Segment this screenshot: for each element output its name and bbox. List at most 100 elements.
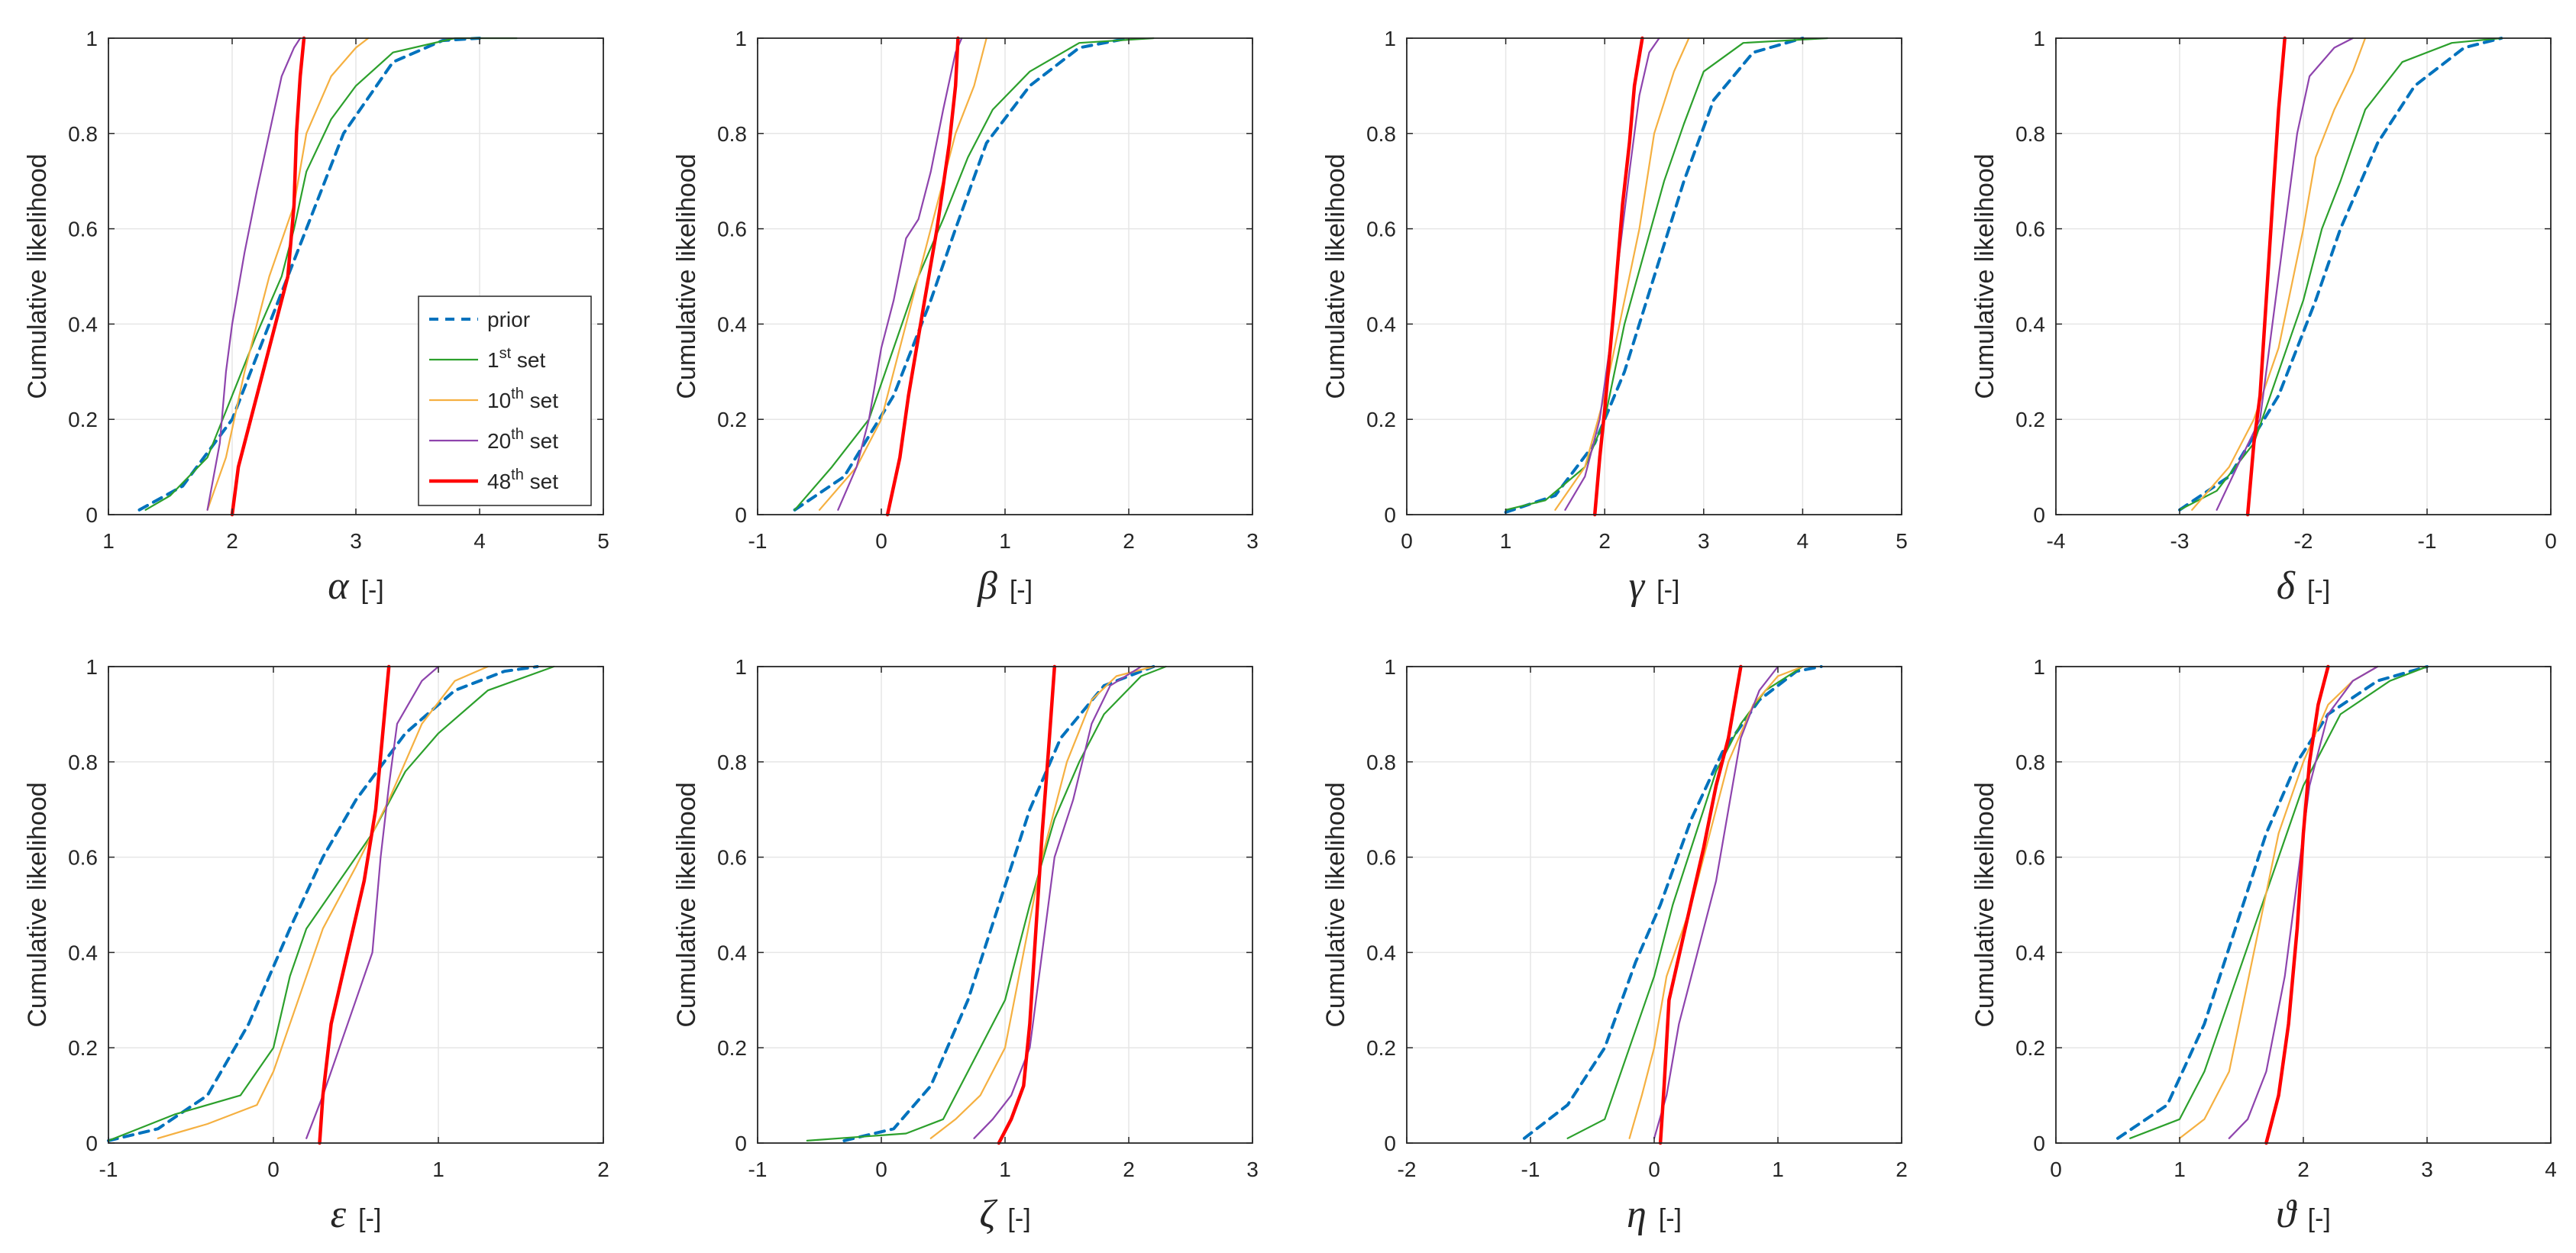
- x-tick-label: 0: [875, 529, 887, 553]
- x-tick-label: 4: [474, 529, 486, 553]
- y-tick-label: 0: [1384, 1132, 1396, 1155]
- y-tick-label: 0.8: [717, 751, 747, 774]
- x-axis-symbol: ε: [331, 1193, 347, 1236]
- series-s48-line: [885, 36, 960, 517]
- series-s20-line: [2216, 37, 2354, 511]
- series-s48-line: [2245, 36, 2287, 517]
- x-tick-label: -2: [2294, 529, 2313, 553]
- x-axis-unit: [-]: [2307, 576, 2330, 605]
- series-s48-line: [318, 664, 391, 1145]
- series-s10-line: [929, 665, 1155, 1139]
- x-axis-symbol: γ: [1629, 564, 1646, 608]
- x-tick-label: 2: [1896, 1158, 1908, 1181]
- y-tick-label: 0.2: [68, 408, 98, 431]
- x-tick-label: -1: [748, 529, 768, 553]
- y-tick-label: 0.2: [2015, 1036, 2045, 1060]
- y-tick-label: 0.4: [68, 312, 98, 336]
- x-axis-unit: [-]: [1010, 576, 1033, 605]
- y-tick-label: 0.4: [2015, 941, 2045, 964]
- series-s1-line: [2178, 37, 2503, 511]
- y-tick-label: 0.4: [1366, 941, 1396, 964]
- y-tick-label: 1: [1384, 655, 1396, 679]
- x-tick-label: 0: [2050, 1158, 2062, 1181]
- x-tick-label: 0: [267, 1158, 280, 1181]
- series-s10-line: [1628, 665, 1804, 1139]
- x-axis-symbol: δ: [2277, 564, 2296, 608]
- y-tick-label: 0.8: [717, 122, 747, 146]
- series-s48-line: [2264, 664, 2330, 1145]
- y-tick-label: 1: [735, 27, 747, 50]
- y-tick-label: 0.8: [1366, 751, 1396, 774]
- series-s10-line: [2178, 665, 2379, 1139]
- y-axis-label: Cumulative likelihood: [672, 153, 701, 399]
- x-axis-symbol: ζ: [979, 1193, 997, 1236]
- subplot-8: 0 1 2 3 4 0 0.2 0.4 0.6 0.8 1 Cumulative likelihood…: [1970, 655, 2557, 1236]
- x-tick-label: 2: [1123, 529, 1135, 553]
- y-tick-label: 0.2: [2015, 408, 2045, 431]
- series-s1-line: [806, 665, 1167, 1142]
- x-axis-label: η [-]: [1627, 1193, 1682, 1236]
- y-tick-label: 1: [2033, 655, 2045, 679]
- y-axis-label: Cumulative likelihood: [1970, 153, 1999, 399]
- y-tick-label: 0.6: [68, 218, 98, 241]
- series-prior-line: [107, 665, 539, 1142]
- legend-label-rest: set: [511, 348, 545, 372]
- x-tick-label: 2: [597, 1158, 609, 1181]
- y-tick-label: 0: [735, 503, 747, 527]
- x-axis-label: δ [-]: [2277, 564, 2330, 608]
- y-axis-label: Cumulative likelihood: [1321, 153, 1350, 399]
- legend-label-base: 1: [487, 348, 499, 372]
- x-tick-label: 1: [432, 1158, 444, 1181]
- x-axis-unit: [-]: [1656, 576, 1679, 605]
- x-tick-label: 4: [1797, 529, 1809, 553]
- y-tick-label: 0.6: [717, 218, 747, 241]
- x-axis-label: ϑ [-]: [2276, 1193, 2331, 1236]
- series-s20-line: [1564, 37, 1660, 511]
- series-prior-line: [793, 37, 1130, 512]
- series-s10-line: [1554, 37, 1690, 511]
- series-s20-line: [1653, 665, 1779, 1139]
- x-tick-label: 4: [2545, 1158, 2557, 1181]
- y-axis-label: Cumulative likelihood: [1321, 782, 1350, 1027]
- x-tick-label: -1: [1521, 1158, 1540, 1181]
- y-tick-label: 0.4: [2015, 312, 2045, 336]
- series-s48-line: [1592, 36, 1644, 517]
- x-tick-label: 1: [999, 529, 1011, 553]
- series-s20-line: [2228, 665, 2379, 1139]
- y-tick-label: 0.8: [1366, 122, 1396, 146]
- y-axis-label: Cumulative likelihood: [1970, 782, 1999, 1027]
- x-tick-label: -1: [2418, 529, 2437, 553]
- x-tick-label: 5: [1896, 529, 1908, 553]
- axes-box: [1406, 37, 1902, 515]
- x-tick-label: 3: [350, 529, 362, 553]
- x-tick-label: 1: [1500, 529, 1512, 553]
- y-tick-label: 0: [86, 1132, 98, 1155]
- x-tick-label: 2: [1598, 529, 1611, 553]
- x-tick-label: 0: [1401, 529, 1413, 553]
- legend-label-sup: st: [499, 345, 512, 362]
- y-tick-label: 1: [86, 655, 98, 679]
- legend-label-s1: 1st set: [487, 345, 545, 372]
- y-tick-label: 0.8: [2015, 751, 2045, 774]
- y-axis-label: Cumulative likelihood: [23, 153, 52, 399]
- y-tick-label: 0.8: [2015, 122, 2045, 146]
- y-tick-label: 0.8: [68, 751, 98, 774]
- x-tick-label: -2: [1398, 1158, 1417, 1181]
- x-tick-label: 3: [1698, 529, 1710, 553]
- subplot-3: 0 1 2 3 4 5 0 0.2 0.4 0.6 0.8 1 Cumulative likelihoo…: [1321, 27, 1908, 608]
- series-s10-line: [157, 665, 489, 1139]
- y-tick-label: 1: [86, 27, 98, 50]
- legend-label-rest: set: [524, 429, 558, 453]
- x-tick-label: 1: [1772, 1158, 1784, 1181]
- series-s1-line: [1505, 37, 1828, 511]
- x-tick-label: 2: [226, 529, 238, 553]
- x-tick-label: 2: [1123, 1158, 1135, 1181]
- series-s1-line: [144, 37, 518, 511]
- legend-label-sup: th: [511, 386, 524, 402]
- y-tick-label: 1: [735, 655, 747, 679]
- series-s48-line: [997, 664, 1057, 1145]
- x-tick-label: -1: [99, 1158, 118, 1181]
- y-tick-label: 0.6: [2015, 846, 2045, 870]
- legend-label-base: 48: [487, 470, 511, 493]
